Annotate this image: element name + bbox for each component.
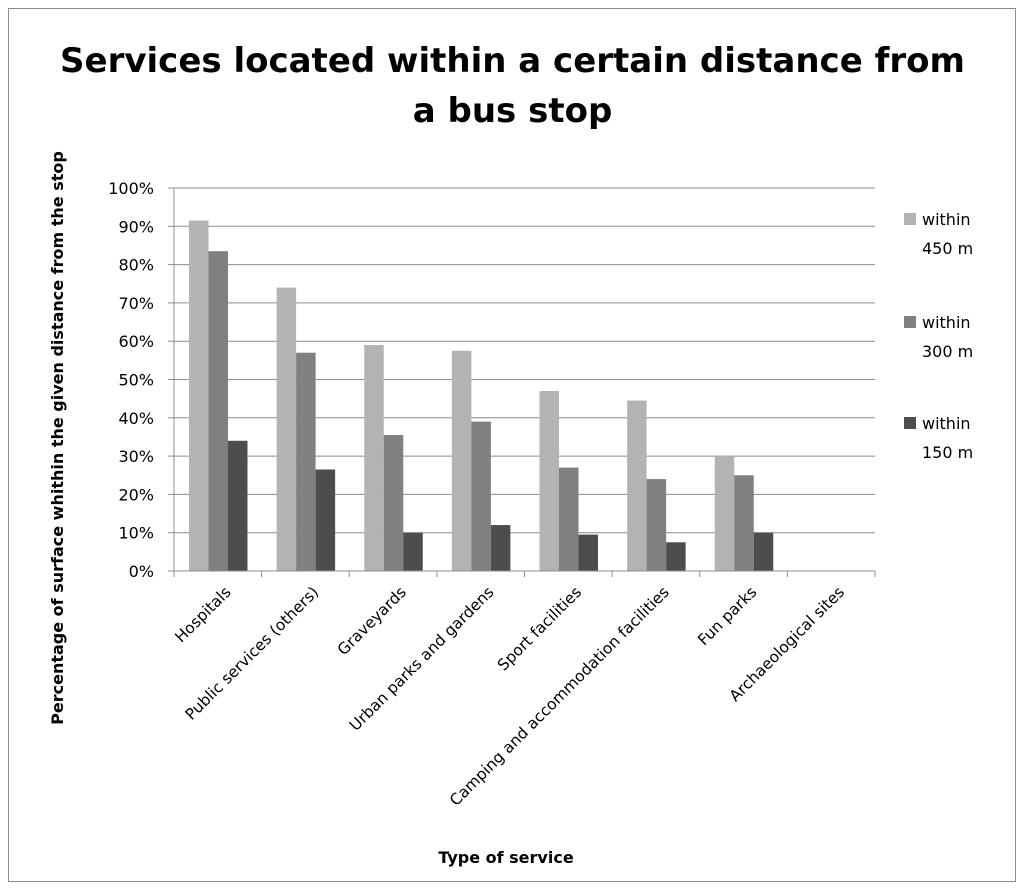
legend-label: within 450 m: [922, 210, 973, 258]
bar: [578, 534, 598, 571]
chart-frame: [8, 8, 1016, 882]
y-tick-label: 60%: [118, 332, 154, 351]
x-category-label: Sport facilities: [494, 583, 585, 674]
x-category-label: Graveyards: [334, 583, 410, 659]
bar: [539, 390, 559, 571]
bar: [753, 532, 774, 571]
y-tick-label: 70%: [118, 294, 154, 313]
y-tick-label: 90%: [118, 217, 154, 236]
bar: [734, 475, 754, 571]
x-category-label: Urban parks and gardens: [346, 583, 498, 735]
bar: [559, 467, 579, 571]
y-tick-label: 40%: [118, 409, 154, 428]
axes: [168, 187, 876, 577]
bar: [296, 352, 316, 571]
bar: [627, 400, 647, 571]
x-category-label: Fun parks: [694, 583, 760, 649]
bar: [403, 532, 423, 571]
legend: within 450 m within 300 m within 150 m: [904, 210, 973, 462]
legend-swatch: [904, 417, 916, 429]
y-tick-labels: 0% 10% 20% 30% 40% 50% 60% 70% 80% 90% 100%: [108, 179, 154, 581]
bar: [646, 479, 667, 571]
legend-label: within 300 m: [922, 313, 973, 361]
y-tick-label: 0%: [129, 562, 154, 581]
bar: [666, 542, 686, 571]
y-axis-label: Percentage of surface whithin the given …: [48, 151, 67, 725]
legend-label: within 150 m: [922, 414, 973, 462]
y-tick-label: 20%: [118, 485, 154, 504]
bar: [364, 345, 384, 571]
y-tick-label: 100%: [108, 179, 154, 198]
bar: [451, 350, 472, 571]
x-axis-label: Type of service: [438, 848, 574, 867]
y-tick-label: 10%: [118, 524, 154, 543]
bar: [276, 287, 297, 571]
y-tick-label: 50%: [118, 371, 154, 390]
legend-swatch: [904, 316, 916, 328]
bar: [383, 435, 404, 571]
bar: [228, 440, 248, 571]
x-category-label: Hospitals: [171, 583, 234, 646]
bar: [208, 251, 228, 571]
bar: [714, 456, 735, 571]
legend-swatch: [904, 213, 916, 225]
bar: [315, 469, 336, 571]
bar: [490, 525, 511, 571]
bar: [471, 421, 491, 571]
y-tick-label: 80%: [118, 256, 154, 275]
chart-title: Services located within a certain distan…: [60, 41, 965, 131]
y-tick-label: 30%: [118, 447, 154, 466]
bars: [189, 220, 774, 571]
bar: [189, 220, 209, 571]
